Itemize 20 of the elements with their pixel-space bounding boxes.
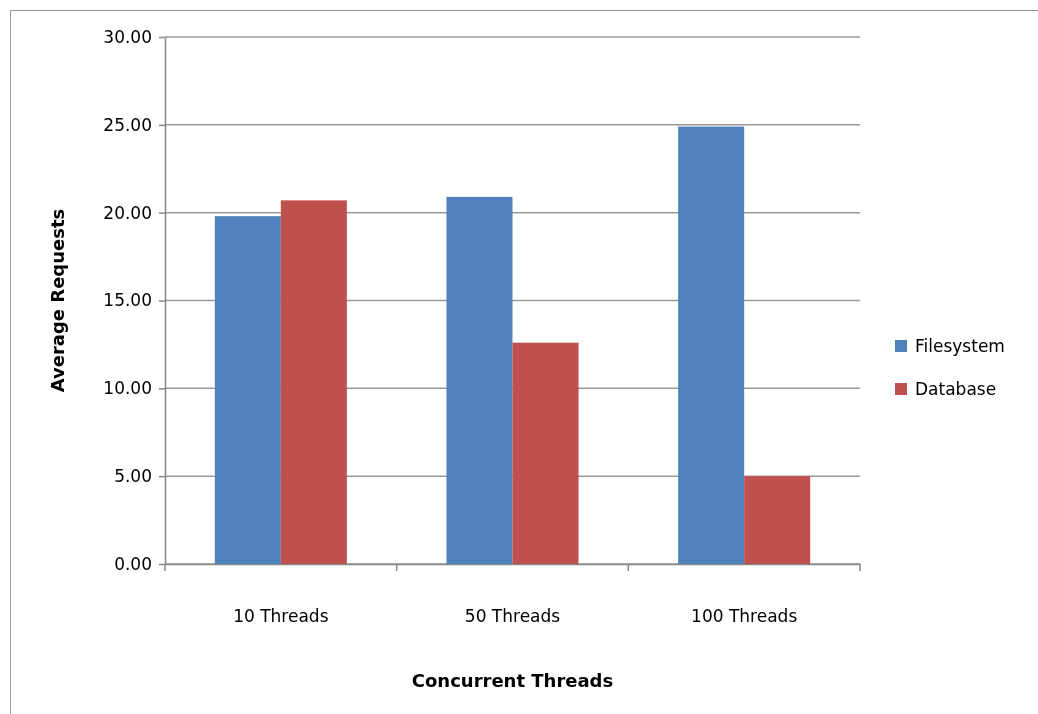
bar xyxy=(744,476,811,564)
y-tick-label: 5.00 xyxy=(114,466,152,487)
y-tick-label: 10.00 xyxy=(103,378,152,399)
legend-label: Database xyxy=(915,379,997,399)
bar xyxy=(512,342,579,564)
y-tick-label: 15.00 xyxy=(103,290,152,311)
y-tick-label: 20.00 xyxy=(103,202,152,223)
legend-label: Filesystem xyxy=(915,336,1005,356)
x-tick-label: 50 Threads xyxy=(464,606,561,626)
x-tick-label: 10 Threads xyxy=(233,606,329,626)
y-axis-title: Average Requests xyxy=(47,208,68,393)
y-tick-label: 0.00 xyxy=(114,553,152,574)
x-axis-title: Concurrent Threads xyxy=(411,670,614,691)
x-tick-label: 100 Threads xyxy=(691,606,798,626)
y-tick-label: 25.00 xyxy=(103,114,152,135)
bar xyxy=(280,200,347,564)
bar xyxy=(446,196,513,564)
y-tick-label: 30.00 xyxy=(103,26,152,47)
bar xyxy=(678,126,745,564)
bar xyxy=(214,216,281,564)
